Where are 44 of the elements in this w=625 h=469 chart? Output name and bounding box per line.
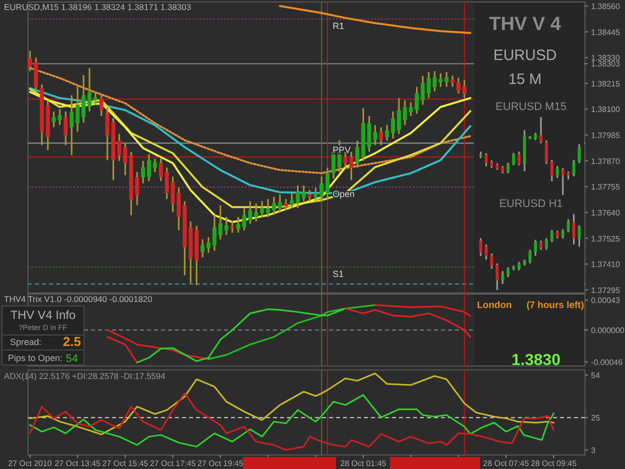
annotation: 15 M <box>508 71 542 88</box>
y-tick-label: 0.000000 <box>591 326 625 335</box>
annotation: THV V 4 <box>489 14 562 35</box>
annotation: London <box>477 300 512 311</box>
y-tick-label: 25 <box>591 414 600 423</box>
y-tick-label: 1.37410 <box>591 260 620 270</box>
chart-title: THV4 Trix V1.0 -0.0000940 -0.0001820 <box>4 294 153 304</box>
x-tick-label: 27 Oct 13:45 <box>54 459 102 468</box>
y-tick-label: 1.37640 <box>591 208 620 218</box>
x-tick-label: 28 Oct 01:45 <box>340 459 387 468</box>
annotation: Pips to Open: <box>8 353 63 363</box>
x-tick-label: 28 Oct 07:45 <box>483 459 530 468</box>
x-tick-label: 27 Oct 2010 <box>8 459 52 468</box>
y-tick-label: 1.37525 <box>591 234 620 244</box>
y-tick-label: 1.37295 <box>591 286 620 295</box>
chart-title: ADX(14) 22.5176 +DI:28.2578 -DI:17.5594 <box>4 371 166 381</box>
x-tick-label: 27 Oct 15:45 <box>102 459 149 468</box>
chart-title: EURUSD M15 <box>496 101 566 113</box>
annotation: (7 hours left) <box>526 300 584 311</box>
y-tick-label: 1.38445 <box>591 28 620 37</box>
annotation: EURUSD <box>493 47 557 64</box>
ref-line-label: S1 <box>332 268 344 279</box>
y-tick-label: 1.37985 <box>591 131 620 140</box>
y-tick-label: 1.38560 <box>591 2 620 12</box>
y-tick-label: 1.38303 <box>591 60 620 69</box>
annotation: Spread: <box>10 337 42 347</box>
chart-title: EURUSD H1 <box>499 198 563 210</box>
y-tick-label: 1.37755 <box>591 182 620 192</box>
annotation: 1.3830 <box>512 352 561 369</box>
y-tick-label: 0.00043 <box>591 296 620 306</box>
x-tick-label: 27 Oct 19:45 <box>198 459 244 468</box>
annotation: THV V4 Info <box>10 308 76 322</box>
y-tick-label: -0.00046 <box>591 358 624 367</box>
y-tick-label: 1.38100 <box>591 105 620 114</box>
x-tick-label: 28 Oct 09:45 <box>530 459 578 468</box>
y-tick-label: 1.37870 <box>591 156 620 166</box>
annotation: 54 <box>66 353 78 365</box>
chart-title: EURUSD,M15 1.38196 1.38324 1.38171 1.38303 <box>4 2 192 12</box>
x-tick-label: 27 Oct 17:45 <box>150 459 196 468</box>
y-tick-label: 3 <box>591 446 596 455</box>
ref-line-label: R1 <box>332 21 344 32</box>
annotation: 2.5 <box>62 334 81 349</box>
y-tick-label: 54 <box>591 371 600 380</box>
y-tick-label: 1.38215 <box>591 79 620 88</box>
